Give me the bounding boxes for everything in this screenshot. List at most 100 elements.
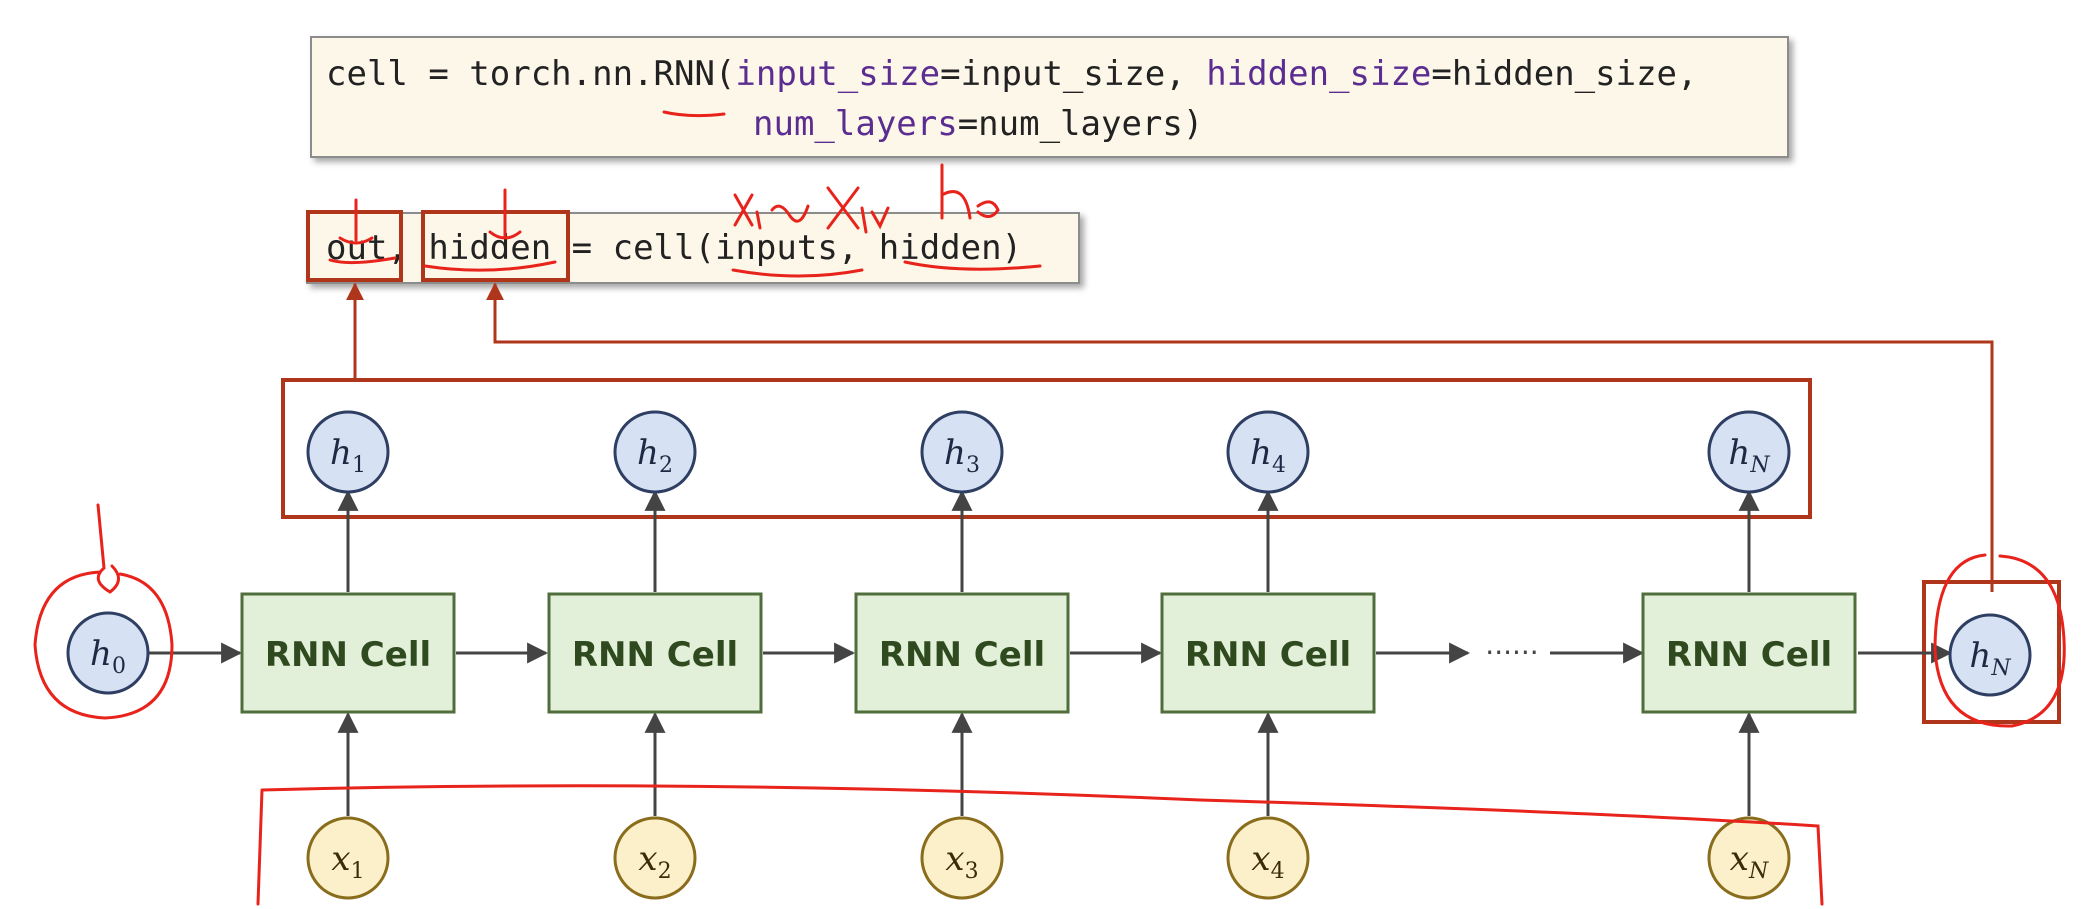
input-node: xN [1707,816,1791,900]
pen-annotations [33,110,2066,906]
hidden-output-node: h3 [920,410,1004,494]
final-hN-node: hN [1948,613,2032,697]
code-line-1: cell = torch.nn.RNN(input_size=input_siz… [326,54,1698,94]
rnn-cell: RNN Cell [1641,592,1857,714]
code-hidden: hidden [428,228,552,268]
hidden-output-node-label: h1 [330,433,366,478]
hidden-output-node-sub: 4 [1272,453,1286,478]
underline-rnn [662,110,726,118]
hidden-output-node-circle [306,410,390,494]
ellipsis: ······ [1485,636,1538,669]
input-node-sub: N [1748,859,1769,884]
input-node-circle [306,816,390,900]
rnn-cell-box [547,592,763,714]
pen-arrow-out [328,198,397,265]
rnn-cell-box [1160,592,1376,714]
code-text: =num_layers) [957,104,1204,144]
h0-node: h0 [66,611,150,695]
input-node-label: x3 [945,839,978,884]
hidden-output-node-circle [1707,410,1791,494]
h0-label: h0 [90,634,126,679]
hidden-output-node-label: hN [1728,433,1770,478]
rnn-constructor-code: cell = torch.nn.RNN(input_size=input_siz… [310,36,1789,158]
h0-sub: 0 [112,654,126,679]
hidden-output-node-label: h3 [944,433,980,478]
rnn-cell-label: RNN Cell [265,635,431,675]
input-node-label: x1 [331,839,364,884]
rnn-cell-label: RNN Cell [879,635,1045,675]
hidden-highlight-box [421,210,570,282]
hidden-output-node-label: h4 [1250,433,1286,478]
rnn-cell-label: RNN Cell [572,635,738,675]
input-node-sub: 3 [965,859,979,884]
input-node-circle [1707,816,1791,900]
input-node-sub: 4 [1271,859,1285,884]
rnn-cell: RNN Cell [547,592,763,714]
hidden-output-node: h4 [1226,410,1310,494]
code-keyword-hidden-size: hidden_size [1206,54,1432,94]
hN-circle [1948,613,2032,697]
code-text: = cell( [551,228,715,268]
outline-inputs [256,784,1824,906]
hidden-output-node-base: h [1728,433,1750,473]
hidden-output-node-base: h [944,433,966,473]
underline-hidden-arg [903,260,1042,271]
vertical-arrows [337,489,1760,816]
hidden-output-node-sub: N [1749,453,1770,478]
input-node-label: x2 [638,839,671,884]
hN-sub: N [1990,656,2011,681]
hidden-output-node-base: h [1250,433,1272,473]
input-node-base: x [331,839,350,879]
hidden-output-nodes: h1 h2 h3 h4 hN [306,410,1791,494]
hidden-output-node-sub: 1 [352,453,366,478]
hidden-output-node-base: h [637,433,659,473]
hidden-output-node: hN [1707,410,1791,494]
hidden-arrow [486,282,1994,592]
code-text: =input_size, [940,54,1207,94]
circle-hN [1933,553,2066,728]
code-keyword-num-layers: num_layers [753,104,958,144]
input-node-label: xN [1730,839,1769,884]
h0-base: h [90,634,112,674]
input-node-base: x [1251,839,1270,879]
rnn-cell: RNN Cell [240,592,456,714]
rnn-cell-box [240,592,456,714]
input-node-base: x [638,839,657,879]
rnn-cell: RNN Cell [1160,592,1376,714]
input-node-circle [613,816,697,900]
handwritten-h0 [940,163,1000,220]
circle-h0 [33,570,174,720]
hidden-output-node-circle [613,410,697,494]
code-text: , [837,228,879,268]
hidden-output-node-base: h [330,433,352,473]
input-node-label: x4 [1251,839,1284,884]
underline-inputs [731,268,864,278]
code-keyword-input-size: input_size [735,54,941,94]
hN-label: hN [1969,636,2011,681]
pen-arrow-h0 [96,503,120,594]
hidden-output-node-circle [1226,410,1310,494]
code-text: cell = torch.nn.RNN( [326,54,736,94]
input-nodes: x1 x2 x3 x4 xN [306,816,1791,900]
input-node-circle [920,816,1004,900]
input-node: x3 [920,816,1004,900]
input-node: x1 [306,816,390,900]
input-node-base: x [945,839,964,879]
hidden-output-node: h2 [613,410,697,494]
rnn-cell: RNN Cell [854,592,1070,714]
rnn-cell-box [1641,592,1857,714]
h0-circle [66,611,150,695]
hidden-output-node: h1 [306,410,390,494]
code-hidden-arg: hidden [878,228,1002,268]
rnn-cells: RNN Cell RNN Cell RNN Cell RNN Cell RNN Cell [240,592,1857,714]
rnn-cell-label: RNN Cell [1666,635,1832,675]
input-node-sub: 1 [351,859,365,884]
hidden-output-node-sub: 2 [659,453,673,478]
outputs-box [281,378,1812,519]
hN-base: h [1969,636,1991,676]
pen-arrow-hidden [423,188,557,272]
input-node: x4 [1226,816,1310,900]
rnn-cell-label: RNN Cell [1185,635,1351,675]
rnn-cell-box [854,592,1070,714]
